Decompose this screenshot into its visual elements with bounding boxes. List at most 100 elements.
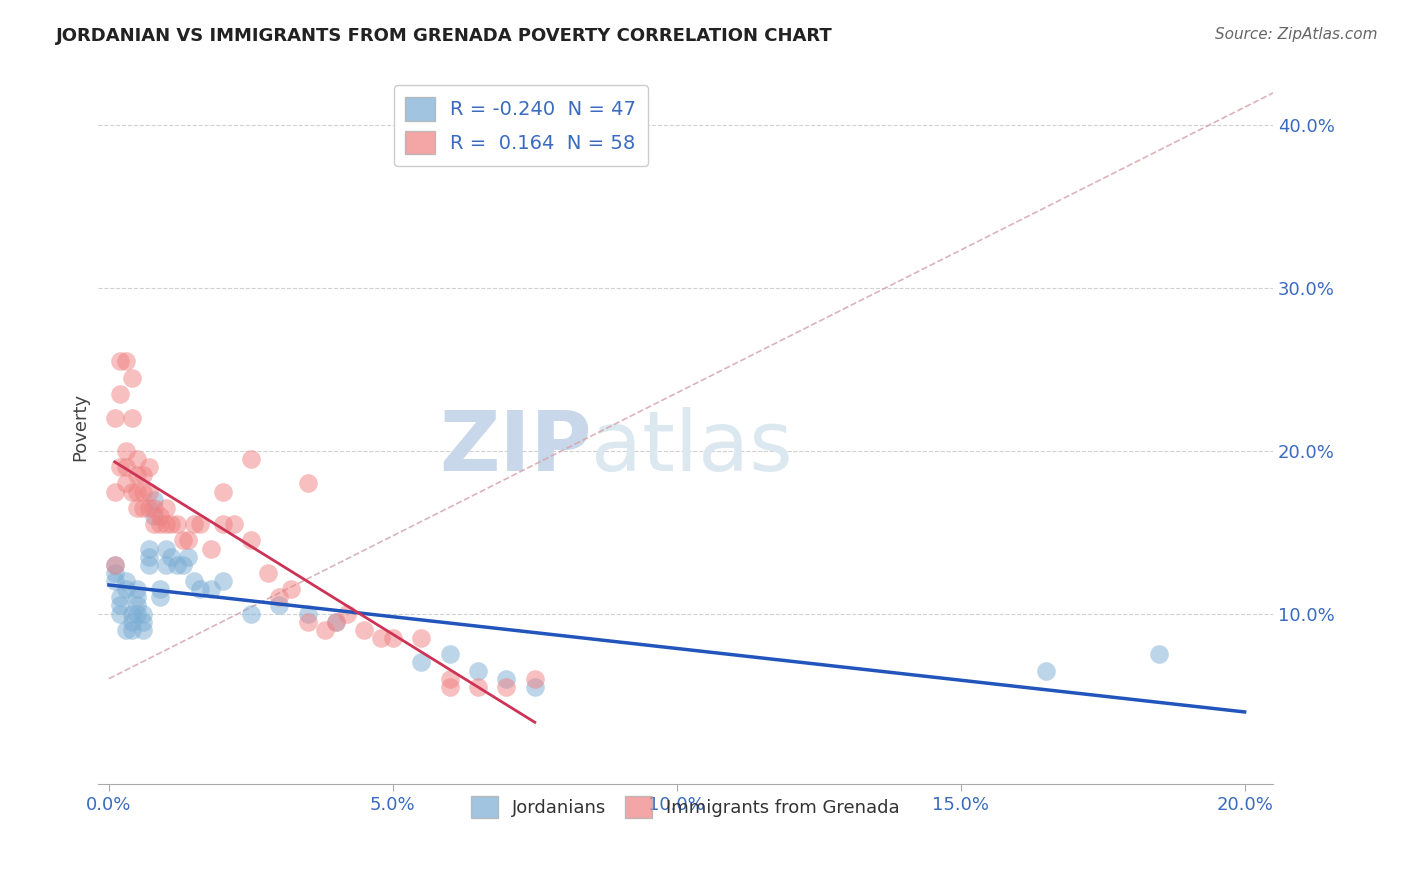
Point xyxy=(297,615,319,629)
Point xyxy=(183,574,205,588)
Point xyxy=(115,476,138,491)
Point xyxy=(325,615,347,629)
Point xyxy=(211,484,233,499)
Point xyxy=(138,558,160,572)
Point xyxy=(188,582,211,597)
Point xyxy=(127,452,149,467)
Point xyxy=(200,582,222,597)
Text: ZIP: ZIP xyxy=(439,408,592,489)
Point xyxy=(115,354,138,368)
Point xyxy=(160,517,183,532)
Point xyxy=(127,607,149,621)
Point xyxy=(132,500,155,515)
Point xyxy=(110,354,132,368)
Point xyxy=(467,680,489,694)
Point xyxy=(110,599,132,613)
Point xyxy=(121,484,143,499)
Point xyxy=(314,623,336,637)
Point xyxy=(143,517,166,532)
Point xyxy=(297,476,319,491)
Point xyxy=(297,607,319,621)
Point xyxy=(160,549,183,564)
Point xyxy=(127,484,149,499)
Point xyxy=(370,631,392,645)
Point xyxy=(172,533,194,548)
Point xyxy=(353,623,375,637)
Point xyxy=(439,680,461,694)
Point xyxy=(138,500,160,515)
Point xyxy=(143,500,166,515)
Text: Source: ZipAtlas.com: Source: ZipAtlas.com xyxy=(1215,27,1378,42)
Point xyxy=(211,517,233,532)
Point xyxy=(110,460,132,475)
Point xyxy=(239,533,262,548)
Point xyxy=(155,517,177,532)
Point xyxy=(155,500,177,515)
Point xyxy=(411,631,433,645)
Point xyxy=(166,517,188,532)
Point xyxy=(110,591,132,605)
Point xyxy=(439,672,461,686)
Point xyxy=(138,460,160,475)
Point xyxy=(138,484,160,499)
Point xyxy=(132,615,155,629)
Point xyxy=(188,517,211,532)
Point xyxy=(200,541,222,556)
Point xyxy=(132,623,155,637)
Point xyxy=(121,607,143,621)
Point xyxy=(143,492,166,507)
Point xyxy=(110,387,132,401)
Point xyxy=(155,558,177,572)
Point xyxy=(138,541,160,556)
Point xyxy=(1149,647,1171,661)
Point xyxy=(115,623,138,637)
Point xyxy=(127,591,149,605)
Point xyxy=(138,549,160,564)
Point xyxy=(104,566,127,580)
Point xyxy=(411,656,433,670)
Point xyxy=(115,582,138,597)
Point xyxy=(127,599,149,613)
Point xyxy=(121,411,143,425)
Point xyxy=(172,558,194,572)
Y-axis label: Poverty: Poverty xyxy=(72,392,89,460)
Point xyxy=(127,500,149,515)
Point xyxy=(149,582,172,597)
Point xyxy=(495,680,517,694)
Point xyxy=(121,623,143,637)
Point xyxy=(104,558,127,572)
Point xyxy=(115,460,138,475)
Point xyxy=(183,517,205,532)
Point xyxy=(523,680,546,694)
Point xyxy=(127,468,149,483)
Text: JORDANIAN VS IMMIGRANTS FROM GRENADA POVERTY CORRELATION CHART: JORDANIAN VS IMMIGRANTS FROM GRENADA POV… xyxy=(56,27,832,45)
Text: atlas: atlas xyxy=(592,408,793,489)
Point xyxy=(149,591,172,605)
Point xyxy=(127,582,149,597)
Legend: Jordanians, Immigrants from Grenada: Jordanians, Immigrants from Grenada xyxy=(464,789,907,825)
Point xyxy=(239,452,262,467)
Point xyxy=(121,370,143,384)
Point xyxy=(467,664,489,678)
Point xyxy=(155,541,177,556)
Point xyxy=(104,411,127,425)
Point xyxy=(269,599,291,613)
Point xyxy=(523,672,546,686)
Point xyxy=(222,517,245,532)
Point xyxy=(177,549,200,564)
Point xyxy=(104,484,127,499)
Point xyxy=(177,533,200,548)
Point xyxy=(1035,664,1057,678)
Point xyxy=(269,591,291,605)
Point xyxy=(280,582,302,597)
Point xyxy=(132,484,155,499)
Point xyxy=(439,647,461,661)
Point xyxy=(381,631,404,645)
Point xyxy=(115,443,138,458)
Point xyxy=(149,508,172,523)
Point xyxy=(115,574,138,588)
Point xyxy=(239,607,262,621)
Point xyxy=(336,607,359,621)
Point xyxy=(325,615,347,629)
Point xyxy=(121,615,143,629)
